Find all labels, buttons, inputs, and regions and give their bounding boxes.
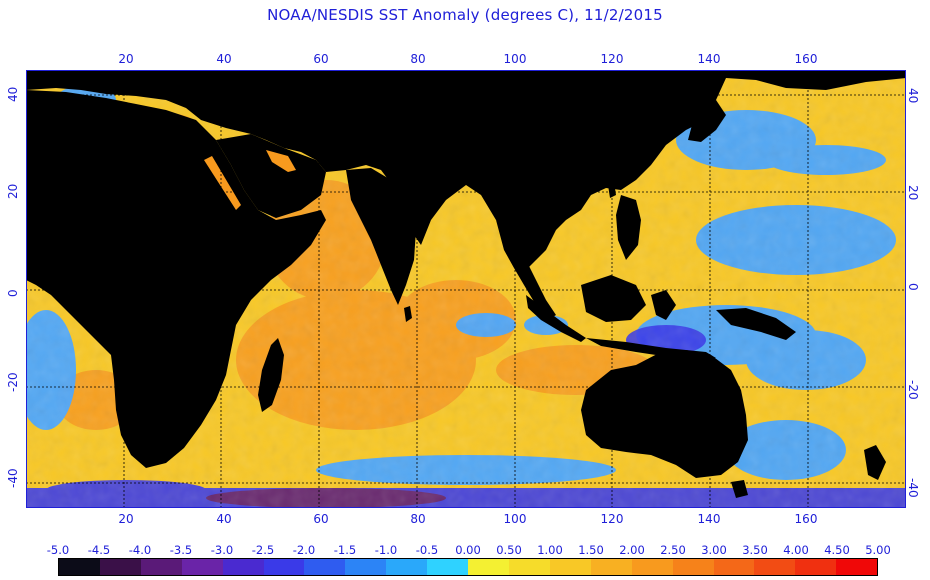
bottom-lon-label-40: 40 xyxy=(216,512,232,526)
right-lat-label-minus20: -20 xyxy=(906,380,920,400)
colorbar-segment xyxy=(795,559,837,575)
right-lat-label-0: 0 xyxy=(906,283,920,291)
colorbar-segment xyxy=(427,559,469,575)
colorbar-segment xyxy=(222,559,264,575)
colorbar-segment xyxy=(304,559,346,575)
land-tasmania xyxy=(731,480,748,498)
land-japan xyxy=(688,100,726,142)
left-lat-label-minus40: -40 xyxy=(6,468,20,488)
map-title: NOAA/NESDIS SST Anomaly (degrees C), 11/… xyxy=(267,6,663,24)
colorbar-tick-label: 3.50 xyxy=(742,543,768,557)
land-africa xyxy=(26,90,326,468)
map-frame xyxy=(26,70,906,508)
left-lat-label-0: 0 xyxy=(6,289,20,297)
colorbar-tick-label: 1.00 xyxy=(537,543,563,557)
land-eurasia xyxy=(26,70,906,270)
colorbar-segment xyxy=(672,559,714,575)
bottom-lon-label-100: 100 xyxy=(503,512,527,526)
top-lon-label-120: 120 xyxy=(600,52,624,66)
colorbar-segment xyxy=(59,559,100,575)
colorbar-tick-label: -3.0 xyxy=(210,543,234,557)
land-southeast-asia xyxy=(496,220,556,320)
colorbar-segment xyxy=(99,559,141,575)
bottom-lon-label-80: 80 xyxy=(410,512,426,526)
colorbar-tick-label: -5.0 xyxy=(46,543,70,557)
land-sri-lanka xyxy=(404,306,412,322)
colorbar-segment xyxy=(345,559,387,575)
top-lon-label-60: 60 xyxy=(313,52,329,66)
colorbar-tick-label: 0.00 xyxy=(455,543,481,557)
land-india xyxy=(346,168,416,305)
land-masses xyxy=(26,70,906,498)
left-lat-label-20: 20 xyxy=(6,183,20,199)
land-madagascar xyxy=(258,338,284,412)
colorbar-segment xyxy=(181,559,223,575)
sst-anomaly-map xyxy=(26,70,906,508)
colorbar-segment xyxy=(468,559,509,575)
left-lat-label-minus20: -20 xyxy=(6,372,20,392)
top-lon-label-80: 80 xyxy=(410,52,426,66)
colorbar-segment xyxy=(263,559,305,575)
colorbar-tick-label: 5.00 xyxy=(865,543,891,557)
colorbar-tick-label: 2.00 xyxy=(619,543,645,557)
colorbar-tick-label: -4.5 xyxy=(87,543,111,557)
land-australia xyxy=(581,350,748,478)
colorbar xyxy=(58,558,878,576)
colorbar-segment xyxy=(713,559,755,575)
colorbar-segment xyxy=(631,559,673,575)
land-sulawesi xyxy=(651,290,676,320)
colorbar-tick-label: 4.50 xyxy=(824,543,850,557)
colorbar-tick-label: -2.5 xyxy=(251,543,275,557)
colorbar-segment xyxy=(590,559,632,575)
top-lon-label-140: 140 xyxy=(697,52,721,66)
colorbar-tick-label: -0.5 xyxy=(415,543,439,557)
land-new-zealand xyxy=(864,445,886,480)
colorbar-tick-label: 4.00 xyxy=(783,543,809,557)
colorbar-tick-label: 0.50 xyxy=(496,543,522,557)
land-new-guinea xyxy=(716,308,796,340)
colorbar-tick-label: -1.5 xyxy=(333,543,357,557)
colorbar-segment xyxy=(140,559,182,575)
right-lat-label-40: 40 xyxy=(906,88,920,104)
right-lat-label-20: 20 xyxy=(906,185,920,201)
graticule xyxy=(26,70,906,508)
land-borneo xyxy=(581,275,646,322)
right-lat-label-minus40: -40 xyxy=(906,478,920,498)
land-sumatra xyxy=(526,295,586,342)
colorbar-tick-label: 3.00 xyxy=(701,543,727,557)
colorbar-segment xyxy=(386,559,428,575)
colorbar-tick-label: -3.5 xyxy=(169,543,193,557)
bottom-lon-label-120: 120 xyxy=(600,512,624,526)
colorbar-tick-label: -4.0 xyxy=(128,543,152,557)
colorbar-tick-label: -2.0 xyxy=(292,543,316,557)
colorbar-tick-label: 1.50 xyxy=(578,543,604,557)
colorbar-tick-label: 2.50 xyxy=(660,543,686,557)
bottom-lon-label-140: 140 xyxy=(697,512,721,526)
top-lon-label-160: 160 xyxy=(794,52,818,66)
land-philippines xyxy=(616,195,641,260)
colorbar-segment xyxy=(549,559,591,575)
top-lon-label-40: 40 xyxy=(216,52,232,66)
inland-seas xyxy=(204,150,296,210)
colorbar-segment xyxy=(836,559,878,575)
bottom-lon-label-20: 20 xyxy=(118,512,134,526)
colorbar-segment xyxy=(754,559,796,575)
colorbar-labels: -5.0 -4.5 -4.0 -3.5 -3.0 -2.5 -2.0 -1.5 -1.0 -0.5… xyxy=(0,543,930,557)
bottom-lon-label-160: 160 xyxy=(794,512,818,526)
left-lat-label-40: 40 xyxy=(6,86,20,102)
colorbar-tick-label: -1.0 xyxy=(374,543,398,557)
colorbar-segment xyxy=(508,559,550,575)
bottom-lon-label-60: 60 xyxy=(313,512,329,526)
top-lon-label-100: 100 xyxy=(503,52,527,66)
land-arabia xyxy=(216,134,326,218)
top-lon-label-20: 20 xyxy=(118,52,134,66)
